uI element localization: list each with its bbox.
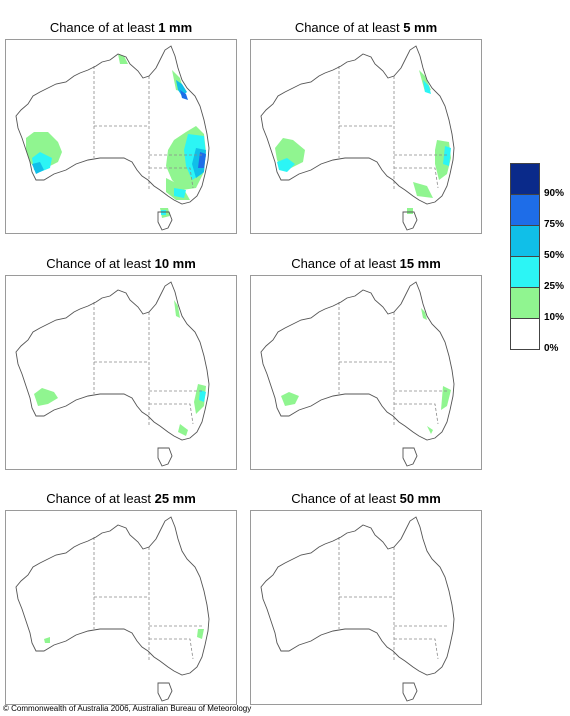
rainfall-probability-area <box>32 162 44 174</box>
panel-title: Chance of at least 10 mm <box>46 256 196 271</box>
panel-title: Chance of at least 50 mm <box>291 491 441 506</box>
rainfall-probability-area <box>197 629 204 639</box>
rainfall-probability-area <box>427 426 433 434</box>
australia-outline <box>15 281 210 467</box>
panel-title: Chance of at least 5 mm <box>294 20 438 35</box>
rainfall-probability-area <box>199 390 206 402</box>
legend-swatch <box>510 287 540 319</box>
australia-map <box>5 39 237 234</box>
rainfall-probability-area <box>413 182 433 198</box>
rainfall-probability-area <box>176 80 187 96</box>
tasmania-outline <box>402 447 418 467</box>
legend-swatch <box>510 256 540 288</box>
australia-outline <box>260 281 455 467</box>
australia-outline <box>15 516 210 702</box>
tasmania-outline <box>157 682 173 702</box>
australia-map <box>250 275 482 470</box>
state-border <box>394 167 439 189</box>
panel-title: Chance of at least 25 mm <box>46 491 196 506</box>
rainfall-probability-area <box>407 208 413 214</box>
legend-swatch <box>510 194 540 226</box>
map-panel-10mm: Chance of at least 10 mm <box>5 255 237 470</box>
coastline <box>15 516 210 676</box>
australia-map <box>250 510 482 705</box>
legend-label: 50% <box>544 250 565 261</box>
state-border <box>149 167 194 189</box>
rainfall-probability-area <box>44 637 50 643</box>
map-panel-1mm: Chance of at least 1 mm <box>5 19 237 234</box>
legend-swatch <box>510 163 540 195</box>
australia-map <box>5 510 237 705</box>
rainfall-probability-area <box>281 392 299 406</box>
australia-outline <box>260 45 455 231</box>
coastline <box>260 281 455 441</box>
legend-label: 90% <box>544 188 565 199</box>
map-panel-25mm: Chance of at least 25 mm <box>5 490 237 705</box>
copyright-footer: © Commonwealth of Australia 2006, Austra… <box>3 704 252 713</box>
state-border <box>394 403 439 425</box>
tasmania-outline <box>157 447 173 467</box>
map-panel-5mm: Chance of at least 5 mm <box>250 19 482 234</box>
rainfall-probability-area <box>423 80 431 94</box>
probability-legend: 90% 75% 50% 25% 10% 0% <box>510 163 570 363</box>
state-border <box>394 638 439 660</box>
legend-swatch <box>510 225 540 257</box>
legend-label: 10% <box>544 312 565 323</box>
panel-title: Chance of at least 1 mm <box>49 20 193 35</box>
tasmania-outline <box>402 682 418 702</box>
map-panel-50mm: Chance of at least 50 mm <box>250 490 482 705</box>
rainfall-probability-area <box>277 158 295 172</box>
australia-outline <box>15 45 210 231</box>
rainfall-probability-area <box>180 90 188 100</box>
rainfall-probability-area <box>421 308 427 320</box>
australia-outline <box>260 516 455 702</box>
panel-title: Chance of at least 15 mm <box>291 256 441 271</box>
state-border <box>149 638 194 660</box>
tasmania-outline <box>402 211 418 231</box>
rainfall-probability-area <box>118 54 128 64</box>
tasmania-outline <box>157 211 173 231</box>
legend-swatch <box>510 318 540 350</box>
rainfall-probability-area <box>34 388 58 406</box>
coastline <box>15 45 210 205</box>
coastline <box>15 281 210 441</box>
rainfall-probability-area <box>174 300 180 318</box>
legend-label: 25% <box>544 281 565 292</box>
rainfall-probability-area <box>441 386 451 410</box>
legend-label: 0% <box>544 343 559 354</box>
rainfall-probability-area <box>161 210 166 215</box>
rainfall-probability-area <box>178 424 188 436</box>
rainfall-probability-area <box>443 146 451 166</box>
australia-map <box>5 275 237 470</box>
legend-label: 75% <box>544 219 565 230</box>
australia-map <box>250 39 482 234</box>
state-border <box>149 403 194 425</box>
rainfall-probability-area <box>198 152 206 168</box>
map-panel-15mm: Chance of at least 15 mm <box>250 255 482 470</box>
rainfall-probability-area <box>174 188 186 198</box>
coastline <box>260 516 455 676</box>
coastline <box>260 45 455 205</box>
